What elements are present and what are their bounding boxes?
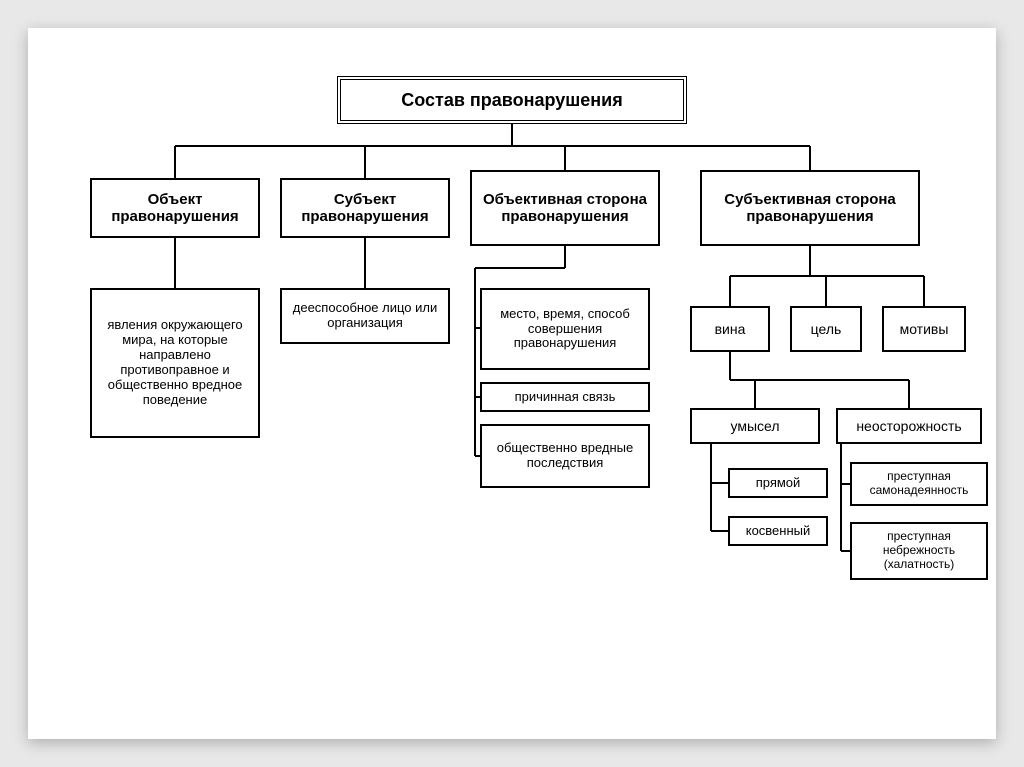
node-obj-side-child-1: причинная связь <box>480 382 650 412</box>
node-label: косвенный <box>746 524 811 539</box>
node-vina: вина <box>690 306 770 352</box>
node-label: Объективная сторона правонарушения <box>478 191 652 226</box>
node-label: Объект правонарушения <box>98 191 252 226</box>
node-label: прямой <box>756 476 801 491</box>
page-background: Состав правонарушения Объект правонаруше… <box>0 0 1024 767</box>
node-subj-side: Субъективная сторона правонарушения <box>700 170 920 246</box>
node-label: преступная небрежность (халатность) <box>858 530 980 571</box>
node-subject-child: дееспособное лицо или организация <box>280 288 450 344</box>
node-label: явления окружающего мира, на которые нап… <box>98 318 252 408</box>
node-label: причинная связь <box>515 390 616 405</box>
node-label: неосторожность <box>856 418 961 434</box>
node-label: Субъект правонарушения <box>288 191 442 226</box>
node-label: Субъективная сторона правонарушения <box>708 191 912 226</box>
node-root: Состав правонарушения <box>337 76 687 124</box>
node-umysel-child-0: прямой <box>728 468 828 498</box>
node-object-child: явления окружающего мира, на которые нап… <box>90 288 260 438</box>
node-label: дееспособное лицо или организация <box>288 301 442 331</box>
node-root-label: Состав правонарушения <box>401 90 622 111</box>
node-obj-side: Объективная сторона правонарушения <box>470 170 660 246</box>
node-neostor-child-1: преступная небрежность (халатность) <box>850 522 988 580</box>
diagram-card: Состав правонарушения Объект правонаруше… <box>28 28 996 739</box>
node-umysel-child-1: косвенный <box>728 516 828 546</box>
node-umysel: умысел <box>690 408 820 444</box>
node-object: Объект правонарушения <box>90 178 260 238</box>
node-cel: цель <box>790 306 862 352</box>
node-motivy: мотивы <box>882 306 966 352</box>
node-neostor: неосторожность <box>836 408 982 444</box>
node-label: преступная самонадеянность <box>858 470 980 498</box>
node-neostor-child-0: преступная самонадеянность <box>850 462 988 506</box>
node-label: вина <box>715 321 746 337</box>
node-label: умысел <box>730 418 779 434</box>
node-label: цель <box>811 321 842 337</box>
node-label: мотивы <box>900 321 949 337</box>
node-label: место, время, способ совершения правонар… <box>488 307 642 352</box>
node-label: общественно вредные последствия <box>488 441 642 471</box>
node-subject: Субъект правонарушения <box>280 178 450 238</box>
node-obj-side-child-0: место, время, способ совершения правонар… <box>480 288 650 370</box>
node-obj-side-child-2: общественно вредные последствия <box>480 424 650 488</box>
